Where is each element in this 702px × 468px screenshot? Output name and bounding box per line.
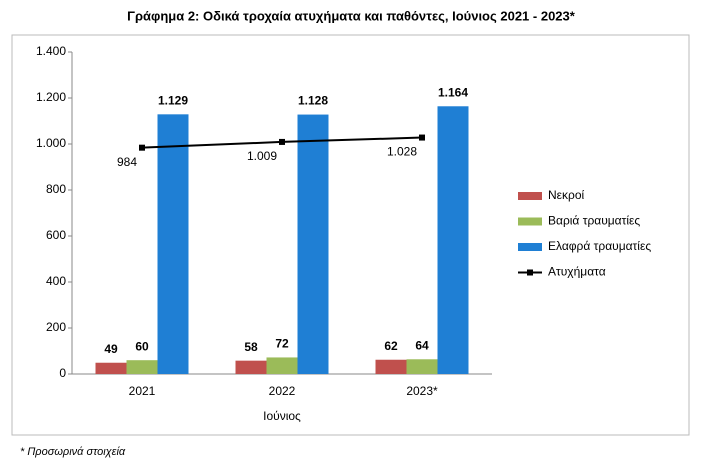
bar <box>375 359 407 374</box>
y-tick-label: 1.000 <box>36 136 66 150</box>
legend-swatch <box>518 192 542 200</box>
line-value-label: 984 <box>117 155 137 169</box>
y-tick-label: 800 <box>46 182 66 196</box>
bar-value-label: 49 <box>104 342 118 356</box>
bar-value-label: 60 <box>135 339 149 353</box>
y-tick-label: 400 <box>46 274 66 288</box>
legend-label: Ατυχήματα <box>548 265 606 279</box>
legend-label: Βαριά τραυματίες <box>548 214 640 228</box>
chart-title: Γράφημα 2: Οδικά τροχαία ατυχήματα και π… <box>127 8 576 23</box>
bar-value-label: 72 <box>275 337 289 351</box>
line-marker <box>419 134 425 141</box>
line-marker <box>279 138 285 145</box>
bar-value-label: 62 <box>384 339 398 353</box>
bar <box>266 357 298 374</box>
line-marker <box>139 144 145 151</box>
bar-value-label: 1.164 <box>438 85 468 99</box>
bar <box>235 360 267 374</box>
bar-value-label: 1.128 <box>298 94 328 108</box>
y-tick-label: 200 <box>46 320 66 334</box>
bar <box>95 362 127 374</box>
line-value-label: 1.028 <box>387 145 417 159</box>
bar <box>406 359 438 374</box>
x-tick-label: 2022 <box>269 384 296 398</box>
line-value-label: 1.009 <box>247 149 277 163</box>
legend-label: Νεκροί <box>548 188 585 202</box>
chart-border <box>11 34 690 436</box>
bar <box>157 114 189 374</box>
legend-swatch-marker <box>527 269 533 276</box>
bar-value-label: 1.129 <box>158 94 188 108</box>
x-tick-label: 2023* <box>406 384 438 398</box>
legend-label: Ελαφρά τραυματίες <box>548 239 651 253</box>
legend-swatch <box>518 217 542 226</box>
bar-value-label: 58 <box>244 340 258 354</box>
x-tick-label: 2021 <box>129 384 156 398</box>
legend-swatch <box>518 243 542 251</box>
y-tick-label: 1.400 <box>36 44 66 58</box>
bar <box>437 106 469 374</box>
y-tick-label: 1.200 <box>36 90 66 104</box>
footnote: * Προσωρινά στοιχεία <box>20 446 126 458</box>
bar <box>126 360 158 374</box>
x-axis-title: Ιούνιος <box>263 409 301 423</box>
y-tick-label: 600 <box>46 228 66 242</box>
bar <box>297 114 329 374</box>
bar-value-label: 64 <box>415 338 429 352</box>
y-tick-label: 0 <box>59 366 66 380</box>
